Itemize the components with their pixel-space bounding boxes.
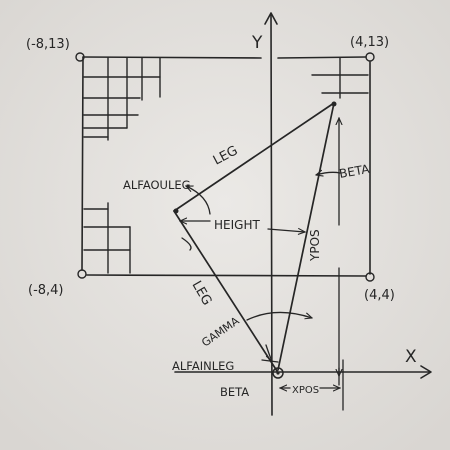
height-dimension <box>180 221 305 232</box>
beta-bottom-tick <box>261 359 279 363</box>
alfa-in-leg-label: ALFAINLEG <box>172 359 234 373</box>
leg-upper-line <box>173 102 335 212</box>
y-axis-line <box>270 13 273 416</box>
angle-arcs <box>181 172 341 363</box>
beta-top-arc <box>316 172 341 175</box>
corner-label-bottom-left: (-8,4) <box>28 283 64 298</box>
grid-patch-top-right <box>311 57 369 99</box>
corner-marker-bottom-left <box>77 269 87 279</box>
elbow-joint <box>173 208 179 214</box>
y-axis-label: Y <box>251 33 263 53</box>
x-axis-arrowhead <box>420 365 432 379</box>
origin-joint <box>272 367 284 379</box>
reach-line <box>277 102 335 371</box>
corner-label-bottom-right: (4,4) <box>364 288 395 303</box>
height-label: HEIGHT <box>214 218 260 232</box>
workspace-rectangle <box>81 56 371 277</box>
alfa-out-leg-arc <box>186 185 211 215</box>
origin-joint-center <box>276 371 280 375</box>
gamma-arc <box>246 311 312 321</box>
beta-bottom-label: BETA <box>220 385 249 399</box>
corner-marker-top-left <box>75 52 85 62</box>
ypos-label: YPOS <box>308 229 322 262</box>
corner-marker-bottom-right <box>365 272 375 282</box>
grid-patch-top-left <box>83 57 161 141</box>
arm-triangle <box>173 102 335 372</box>
grid-patch-bottom-left <box>83 202 131 274</box>
corner-label-top-right: (4,13) <box>350 35 389 50</box>
corner-label-top-left: (-8,13) <box>26 37 70 52</box>
alfa-in-leg-arc <box>265 344 273 361</box>
height-angle-arc <box>181 237 192 251</box>
ypos-dimension <box>339 118 344 411</box>
beta-top-label: BETA <box>338 162 371 181</box>
x-axis-label: X <box>405 347 417 367</box>
axes <box>174 12 432 416</box>
corner-markers <box>75 52 375 282</box>
corner-marker-top-right <box>365 52 375 62</box>
leg-lower-line <box>173 210 278 372</box>
alfa-out-leg-label: ALFAOULEG <box>123 178 191 192</box>
y-axis-arrowhead <box>264 12 278 25</box>
xpos-label: XPOS <box>292 385 319 396</box>
end-effector-point <box>331 101 337 107</box>
